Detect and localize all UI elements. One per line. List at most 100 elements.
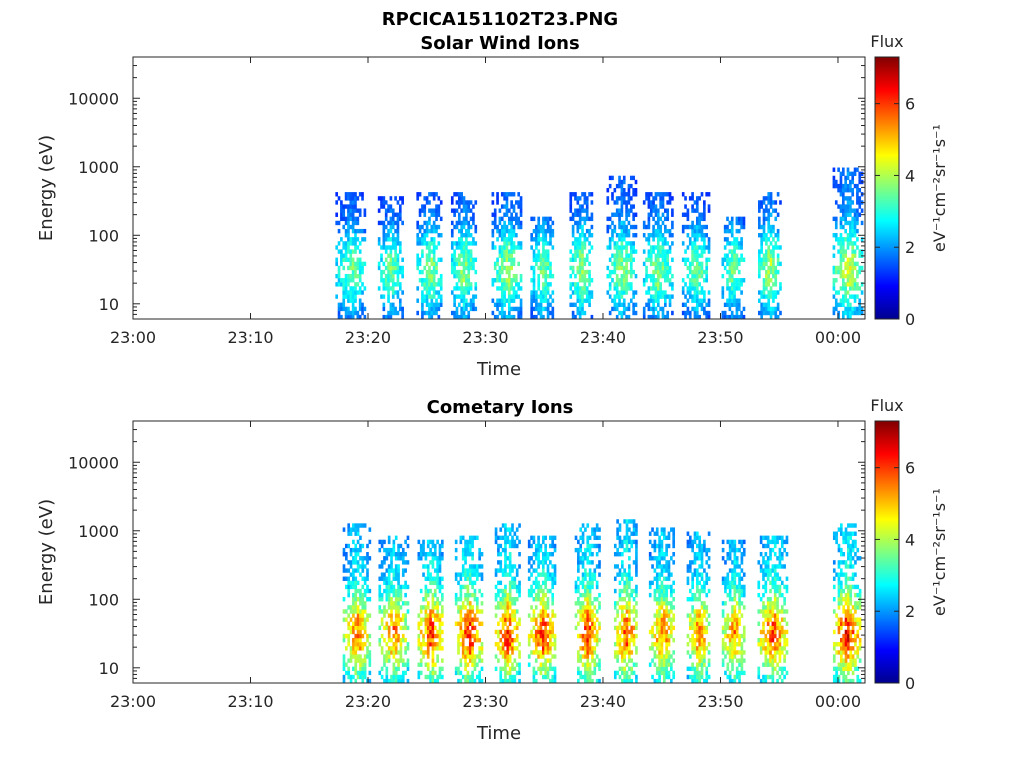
spectrogram-cell	[655, 637, 659, 643]
spectrogram-cell	[387, 601, 391, 606]
spectrogram-cell	[441, 621, 444, 626]
spectrogram-cell	[598, 678, 601, 684]
spectrogram-cell	[462, 265, 466, 271]
spectrogram-cell	[438, 564, 442, 569]
spectrogram-cell	[390, 650, 393, 655]
spectrogram-cell	[622, 278, 626, 283]
spectrogram-cell	[635, 560, 638, 565]
spectrogram-cell	[665, 605, 668, 610]
spectrogram-cell	[363, 629, 367, 635]
spectrogram-cell	[684, 302, 687, 308]
spectrogram-cell	[498, 302, 502, 308]
spectrogram-cell	[396, 228, 400, 234]
spectrogram-cell	[661, 200, 665, 205]
spectrogram-cell	[498, 245, 502, 250]
spectrogram-cell	[667, 670, 671, 676]
spectrogram-cell	[468, 633, 472, 639]
spectrogram-cell	[668, 249, 672, 254]
spectrogram-cell	[544, 666, 547, 672]
spectrogram-cell	[664, 208, 667, 213]
spectrogram-cell	[349, 650, 353, 655]
spectrogram-cell	[686, 273, 690, 279]
spectrogram-cell	[510, 192, 513, 197]
spectrogram-cell	[380, 269, 383, 275]
spectrogram-cell	[506, 613, 510, 618]
spectrogram-cell	[618, 523, 622, 528]
spectrogram-cell	[841, 314, 845, 320]
spectrogram-cell	[349, 192, 353, 197]
spectrogram-cell	[437, 290, 441, 295]
spectrogram-cell	[515, 584, 519, 590]
spectrogram-cell	[849, 204, 852, 209]
spectrogram-cell	[858, 212, 862, 217]
spectrogram-cell	[649, 314, 653, 320]
spectrogram-cell	[459, 642, 463, 647]
spectrogram-cell	[537, 543, 540, 549]
spectrogram-cell	[625, 282, 628, 287]
spectrogram-cell	[439, 216, 443, 222]
spectrogram-cell	[416, 265, 420, 271]
spectrogram-cell	[546, 597, 550, 602]
spectrogram-cell	[462, 306, 466, 312]
spectrogram-cell	[515, 535, 519, 541]
spectrogram-cell	[664, 216, 667, 222]
spectrogram-cell	[468, 547, 472, 553]
spectrogram-cell	[728, 220, 732, 226]
spectrogram-cell	[844, 228, 847, 234]
spectrogram-cell	[846, 298, 850, 303]
spectrogram-cell	[625, 670, 629, 676]
spectrogram-cell	[574, 302, 577, 308]
spectrogram-cell	[430, 212, 434, 217]
spectrogram-cell	[351, 224, 355, 230]
spectrogram-cell	[344, 241, 348, 246]
spectrogram-cell	[846, 188, 850, 193]
spectrogram-cell	[586, 543, 590, 549]
spectrogram-cell	[510, 220, 513, 226]
spectrogram-cell	[698, 269, 701, 275]
spectrogram-cell	[664, 192, 667, 197]
spectrogram-cell	[359, 613, 362, 618]
spectrogram-cell	[730, 216, 734, 222]
spectrogram-cell	[691, 208, 694, 213]
spectrogram-cell	[595, 580, 599, 586]
spectrogram-cell	[667, 650, 671, 655]
spectrogram-cell	[581, 192, 584, 197]
spectrogram-cell	[438, 601, 442, 606]
spectrogram-cell	[426, 666, 430, 672]
spectrogram-cell	[426, 625, 430, 631]
spectrogram-cell	[401, 220, 404, 226]
spectrogram-cell	[431, 609, 435, 614]
spectrogram-cell	[506, 592, 510, 598]
spectrogram-cell	[774, 265, 778, 271]
spectrogram-cell	[658, 576, 661, 581]
spectrogram-cell	[500, 294, 504, 299]
spectrogram-cell	[473, 572, 477, 577]
spectrogram-cell	[453, 302, 456, 308]
spectrogram-cell	[569, 302, 573, 308]
spectrogram-cell	[527, 642, 531, 647]
spectrogram-cell	[667, 637, 671, 643]
spectrogram-cell	[535, 241, 538, 246]
spectrogram-cell	[846, 200, 850, 205]
spectrogram-cell	[437, 302, 441, 308]
spectrogram-cell	[574, 192, 577, 197]
spectrogram-cell	[632, 310, 635, 316]
spectrogram-cell	[475, 568, 479, 573]
spectrogram-cell	[606, 200, 610, 205]
spectrogram-cell	[398, 196, 402, 201]
spectrogram-cell	[733, 269, 736, 275]
spectrogram-cell	[581, 306, 584, 312]
spectrogram-cell	[541, 613, 545, 618]
spectrogram-cell	[527, 592, 531, 598]
spectrogram-cell	[844, 196, 847, 201]
spectrogram-cell	[846, 261, 850, 267]
spectrogram-cell	[553, 543, 557, 549]
spectrogram-cell	[546, 261, 550, 267]
spectrogram-cell	[658, 666, 661, 672]
spectrogram-cell	[512, 192, 516, 197]
spectrogram-cell	[397, 621, 400, 626]
spectrogram-cell	[583, 216, 587, 222]
spectrogram-cell	[503, 245, 506, 250]
x-tick-label: 23:20	[345, 328, 391, 347]
spectrogram-cell	[695, 306, 699, 312]
